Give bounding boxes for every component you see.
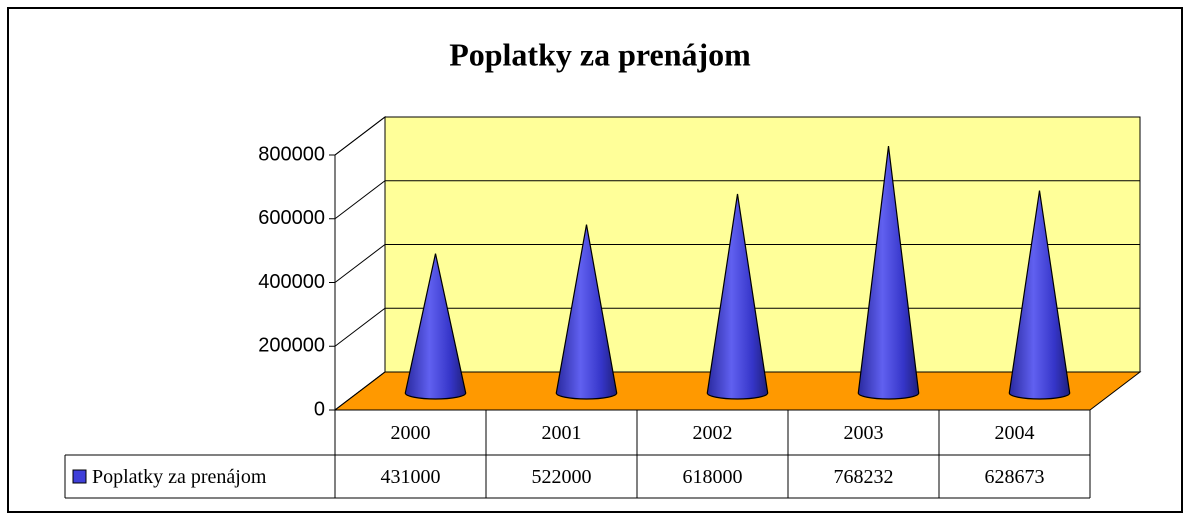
grid-line	[334, 307, 386, 347]
y-tick-label: 600000	[258, 207, 325, 229]
y-tick-label: 0	[314, 398, 325, 420]
y-tick-label: 400000	[258, 271, 325, 293]
y-tick-label: 200000	[258, 335, 325, 357]
table-value: 768232	[834, 466, 894, 488]
grid-line	[334, 371, 386, 411]
table-value: 618000	[683, 466, 743, 488]
chart-title: Poplatky za prenájom	[449, 36, 751, 72]
legend-label: Poplatky za prenájom	[92, 466, 267, 488]
x-tick-label: 2003	[844, 422, 884, 444]
x-tick-label: 2002	[693, 422, 733, 444]
legend-key	[72, 469, 87, 484]
x-tick-label: 2004	[995, 422, 1035, 444]
cone	[555, 224, 618, 400]
grid-line	[334, 116, 386, 156]
table-value: 522000	[532, 466, 592, 488]
grid-line	[334, 180, 386, 220]
table-value: 628673	[985, 466, 1045, 488]
cone	[404, 253, 467, 400]
y-tick-label: 800000	[258, 143, 325, 165]
cone	[1008, 190, 1071, 400]
cone	[706, 193, 769, 400]
x-tick-label: 2000	[391, 422, 431, 444]
x-tick-label: 2001	[542, 422, 582, 444]
table-value: 431000	[381, 466, 441, 488]
grid-line	[334, 244, 386, 283]
cone	[857, 146, 920, 400]
